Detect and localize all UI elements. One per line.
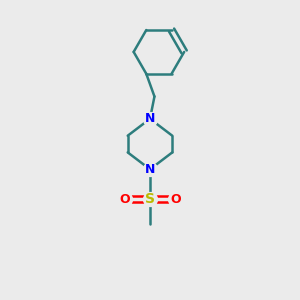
Text: S: S bbox=[145, 192, 155, 206]
Text: O: O bbox=[170, 193, 181, 206]
Text: O: O bbox=[119, 193, 130, 206]
Text: N: N bbox=[145, 112, 155, 125]
Text: N: N bbox=[145, 163, 155, 176]
